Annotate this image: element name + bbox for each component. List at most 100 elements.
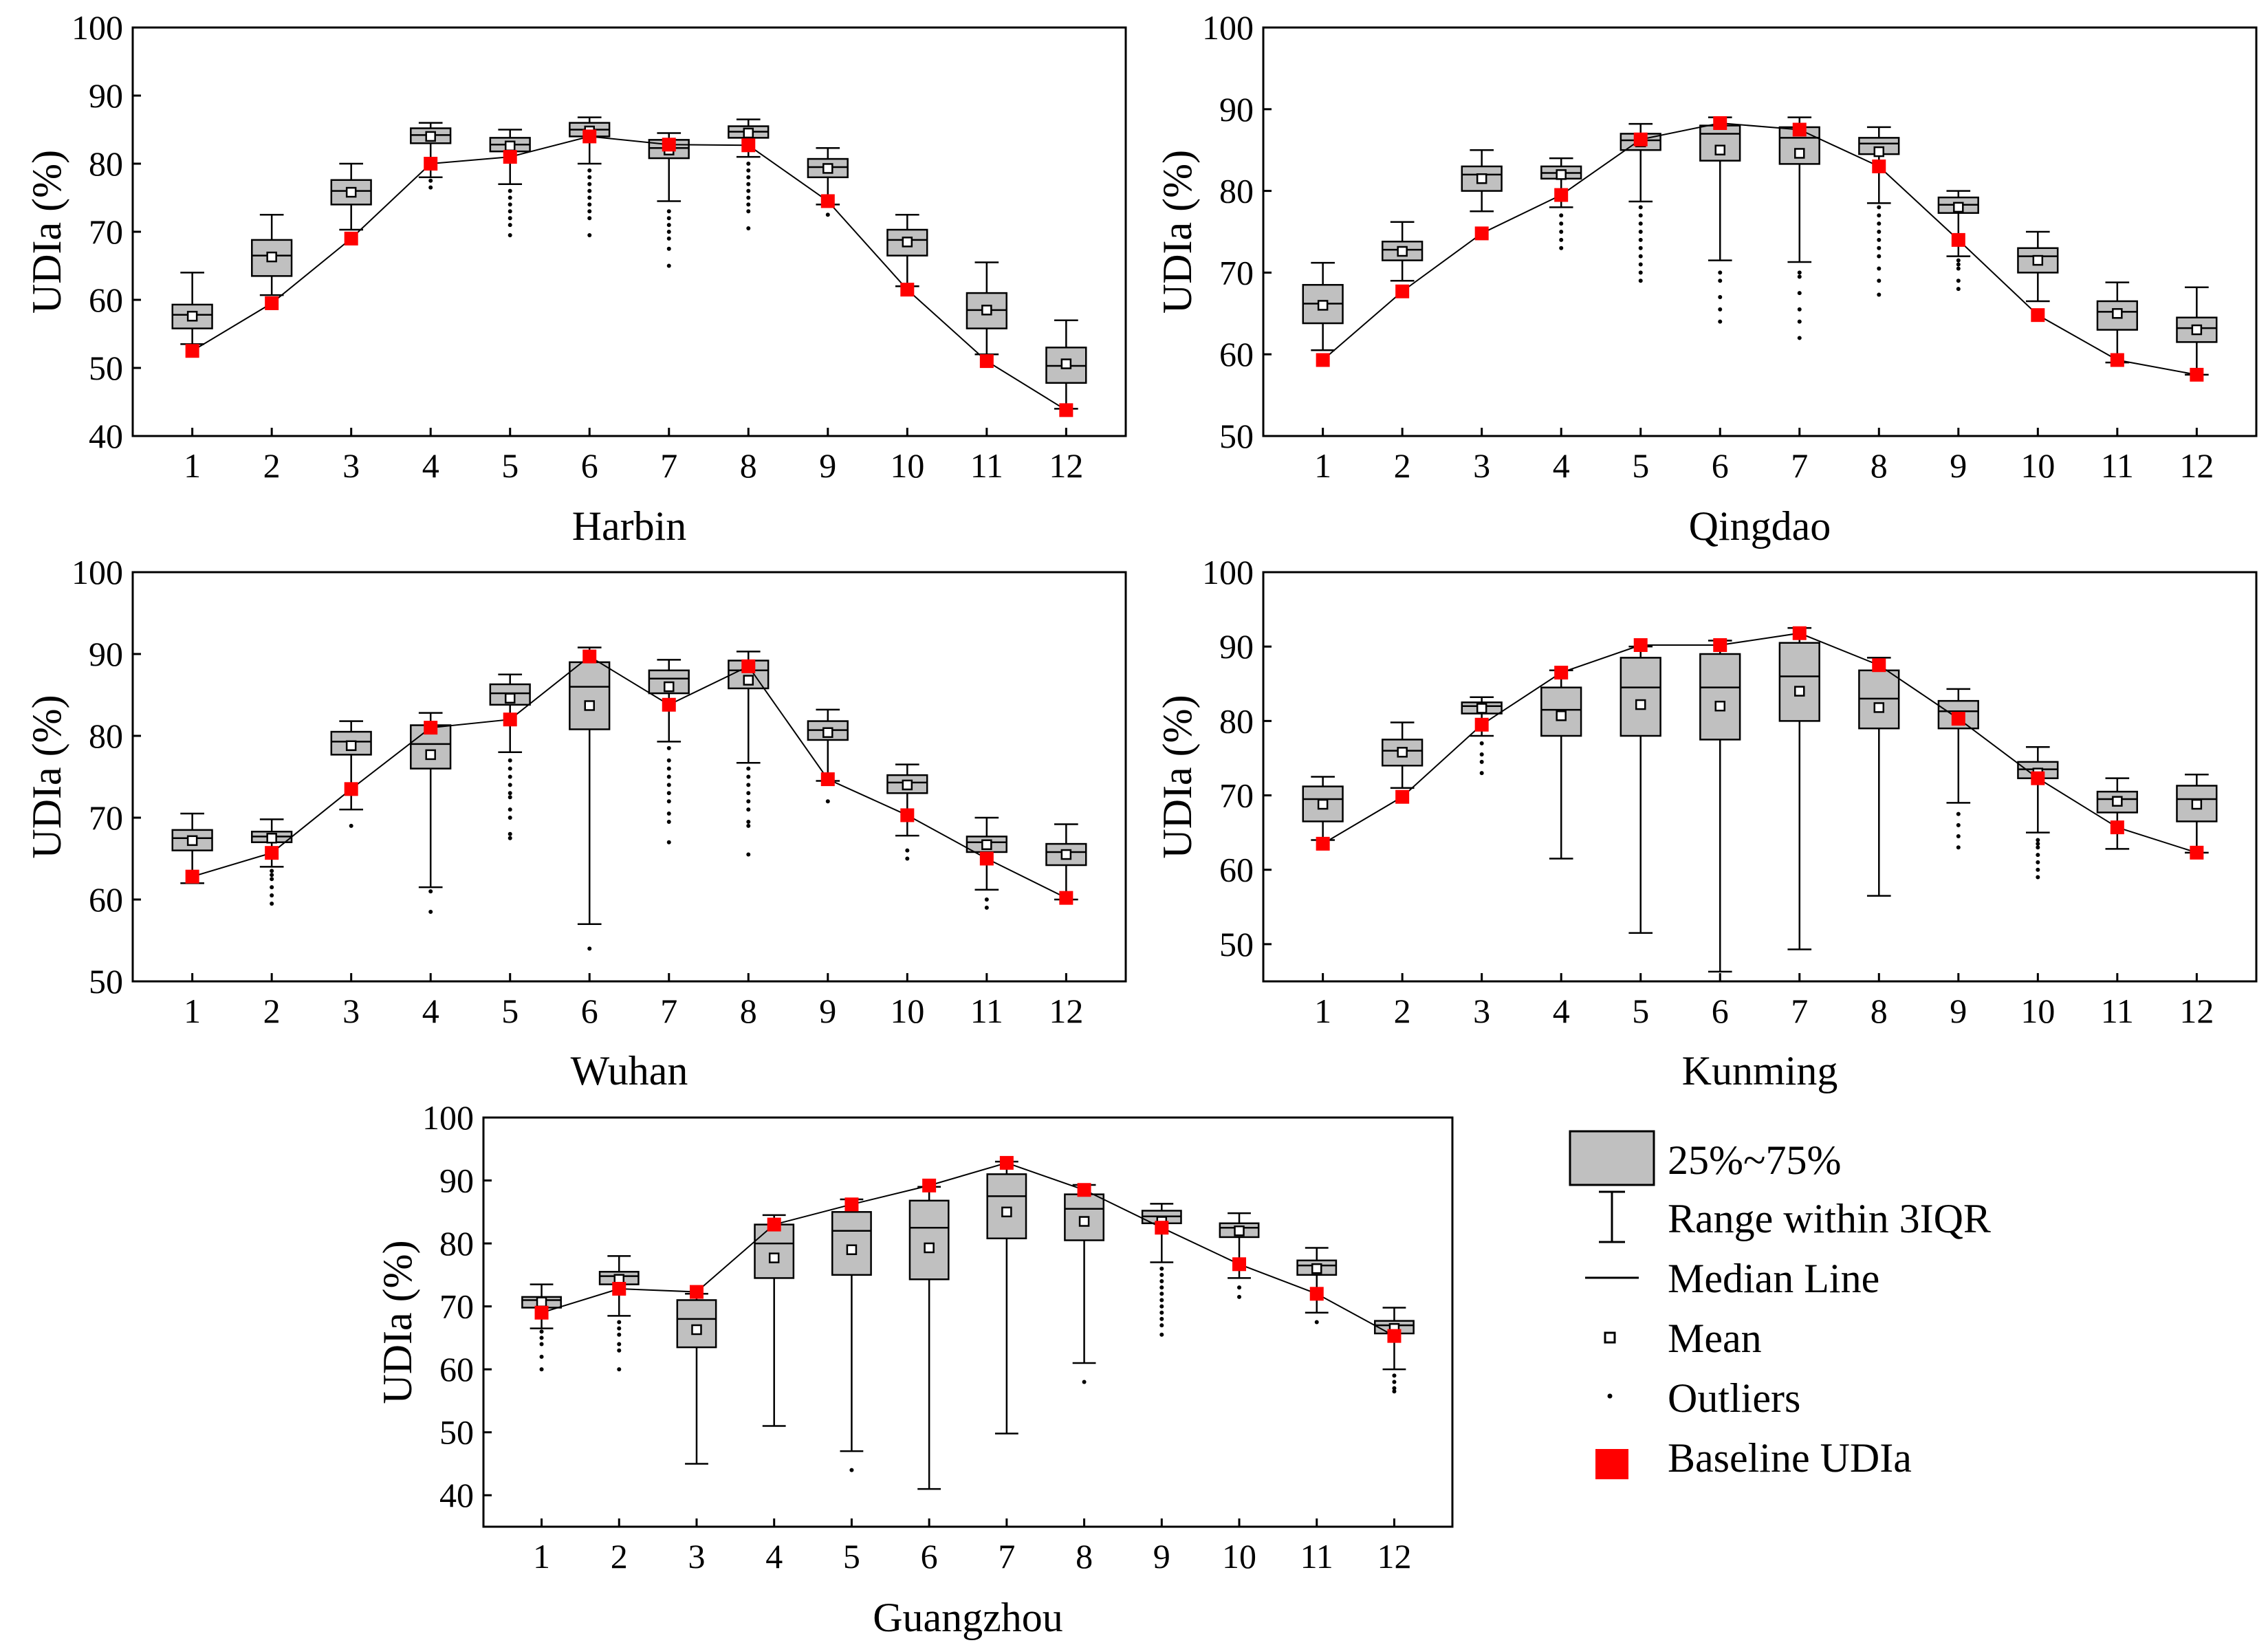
outlier-point — [1237, 1294, 1242, 1299]
outlier-point — [508, 831, 512, 836]
outlier-point — [428, 185, 433, 190]
outlier-point — [2036, 860, 2040, 864]
x-tick-label: 5 — [501, 446, 519, 485]
x-tick-label: 4 — [765, 1537, 783, 1576]
baseline-marker — [503, 150, 517, 164]
box-month-5 — [489, 129, 531, 237]
baseline-marker — [999, 1155, 1014, 1170]
mean-marker — [1234, 1225, 1245, 1237]
outlier-point — [587, 182, 592, 186]
baseline-marker — [534, 1305, 549, 1320]
outlier-point — [1797, 291, 1802, 296]
outlier-point — [2036, 867, 2040, 872]
baseline-marker — [689, 1285, 704, 1299]
baseline-marker — [344, 231, 358, 246]
y-axis-title: UDIa (%) — [375, 1240, 420, 1404]
outlier-point — [1797, 319, 1802, 324]
x-tick-label: 6 — [581, 446, 598, 485]
outlier-point — [508, 807, 512, 812]
x-tick-label: 3 — [688, 1537, 705, 1576]
baseline-marker — [2110, 353, 2124, 367]
iqr-box — [1699, 653, 1741, 741]
outlier-point — [1559, 213, 1564, 218]
baseline-marker — [2031, 308, 2045, 323]
outlier-point — [1956, 845, 1961, 850]
baseline-marker — [1395, 789, 1410, 804]
box-month-3 — [676, 1293, 717, 1465]
baseline-marker — [1316, 836, 1330, 851]
mean-marker — [1635, 699, 1646, 710]
baseline-marker — [1309, 1287, 1324, 1301]
iqr-box — [886, 228, 928, 257]
y-tick-label: 50 — [1219, 925, 1254, 963]
x-tick-label: 1 — [184, 992, 201, 1030]
outlier-point — [825, 799, 830, 804]
mean-marker — [1060, 849, 1072, 860]
box-month-5 — [1620, 645, 1661, 934]
outlier-point — [746, 209, 751, 214]
box-month-4 — [1540, 157, 1582, 250]
x-tick-label: 4 — [1553, 992, 1570, 1030]
x-tick-label: 10 — [890, 992, 924, 1030]
iqr-box — [831, 1211, 872, 1276]
outlier-point — [666, 791, 671, 796]
outlier-point — [984, 905, 989, 910]
x-tick-label: 1 — [1314, 446, 1331, 485]
outlier-point — [270, 885, 274, 890]
mean-marker — [504, 693, 516, 704]
outlier-point — [666, 263, 671, 268]
baseline-marker — [1633, 638, 1648, 653]
outlier-point — [587, 209, 592, 214]
y-tick-label: 50 — [439, 1413, 474, 1452]
mean-marker — [846, 1244, 858, 1255]
outlier-point — [1392, 1380, 1397, 1384]
outlier-point — [270, 873, 274, 878]
outlier-point — [1718, 307, 1723, 312]
baseline-marker — [1713, 638, 1727, 653]
outlier-point — [1479, 741, 1484, 745]
mean-marker — [1714, 700, 1725, 712]
outlier-point — [1159, 1323, 1164, 1328]
baseline-marker — [1232, 1257, 1247, 1272]
baseline-line — [1322, 122, 2197, 375]
outlier-point — [508, 791, 512, 796]
outlier-point — [1392, 1373, 1397, 1378]
outlier-point — [1877, 205, 1882, 210]
mean-marker — [2191, 324, 2203, 336]
mean-marker — [345, 186, 357, 198]
y-tick-label: 90 — [89, 635, 123, 673]
x-tick-label: 3 — [342, 446, 360, 485]
baseline-marker — [979, 354, 994, 369]
mean-marker — [981, 305, 992, 316]
iqr-box — [908, 1199, 950, 1281]
baseline-marker — [185, 344, 199, 358]
x-tick-label: 6 — [581, 992, 598, 1030]
box-month-8 — [728, 118, 770, 231]
box-month-4 — [410, 122, 452, 190]
outlier-point — [1797, 274, 1802, 279]
y-tick-label: 60 — [1219, 335, 1254, 373]
outlier-point — [746, 766, 751, 771]
y-tick-label: 60 — [1219, 851, 1254, 889]
x-tick-label: 4 — [422, 446, 439, 485]
legend-outlier-swatch — [1607, 1393, 1613, 1399]
outlier-point — [428, 909, 433, 914]
x-tick-label: 11 — [970, 992, 1003, 1030]
x-tick-label: 12 — [1049, 992, 1083, 1030]
box-month-4 — [1540, 669, 1582, 860]
box-month-9 — [807, 708, 849, 804]
y-tick-label: 70 — [89, 798, 123, 837]
x-tick-label: 7 — [998, 1537, 1015, 1576]
outlier-point — [1159, 1266, 1164, 1271]
outlier-point — [666, 230, 671, 234]
baseline-marker — [820, 772, 835, 787]
x-tick-label: 10 — [890, 446, 924, 485]
outlier-point — [270, 877, 274, 882]
mean-marker — [1397, 246, 1408, 257]
x-tick-label: 4 — [422, 992, 439, 1030]
outlier-point — [587, 202, 592, 207]
y-tick-label: 50 — [1219, 417, 1254, 455]
y-tick-label: 90 — [89, 76, 123, 115]
box-month-7 — [1778, 627, 1820, 950]
